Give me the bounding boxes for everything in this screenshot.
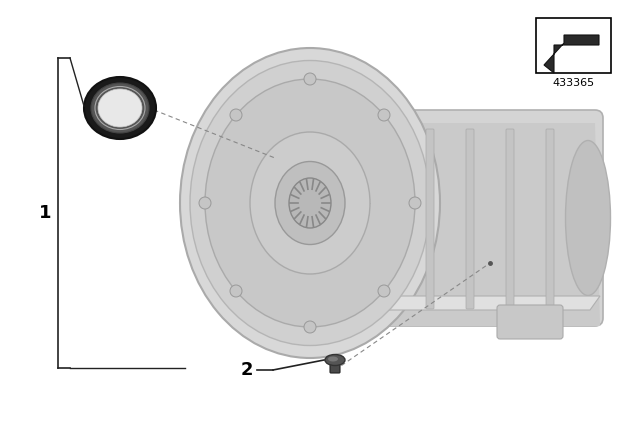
FancyBboxPatch shape [466,129,474,309]
Text: 2: 2 [241,361,253,379]
Polygon shape [345,296,600,310]
Ellipse shape [199,197,211,209]
Ellipse shape [409,197,421,209]
Ellipse shape [378,285,390,297]
Ellipse shape [304,73,316,85]
Ellipse shape [84,77,156,139]
Ellipse shape [275,161,345,245]
Ellipse shape [91,83,149,133]
Ellipse shape [566,141,611,296]
Ellipse shape [289,178,331,228]
FancyBboxPatch shape [332,110,603,326]
Ellipse shape [304,321,316,333]
Text: 433365: 433365 [552,78,595,88]
Ellipse shape [328,357,338,362]
Polygon shape [544,35,599,73]
FancyBboxPatch shape [506,129,514,309]
Ellipse shape [205,79,415,327]
Ellipse shape [98,89,142,127]
FancyBboxPatch shape [330,361,340,373]
Ellipse shape [230,285,242,297]
Ellipse shape [250,132,370,274]
Ellipse shape [190,60,430,345]
FancyBboxPatch shape [546,129,554,309]
Text: 1: 1 [39,204,51,222]
Ellipse shape [230,109,242,121]
Ellipse shape [378,109,390,121]
Ellipse shape [180,48,440,358]
FancyBboxPatch shape [497,305,563,339]
Ellipse shape [325,354,345,366]
Bar [536,18,611,73]
Polygon shape [305,123,600,326]
FancyBboxPatch shape [426,129,434,309]
